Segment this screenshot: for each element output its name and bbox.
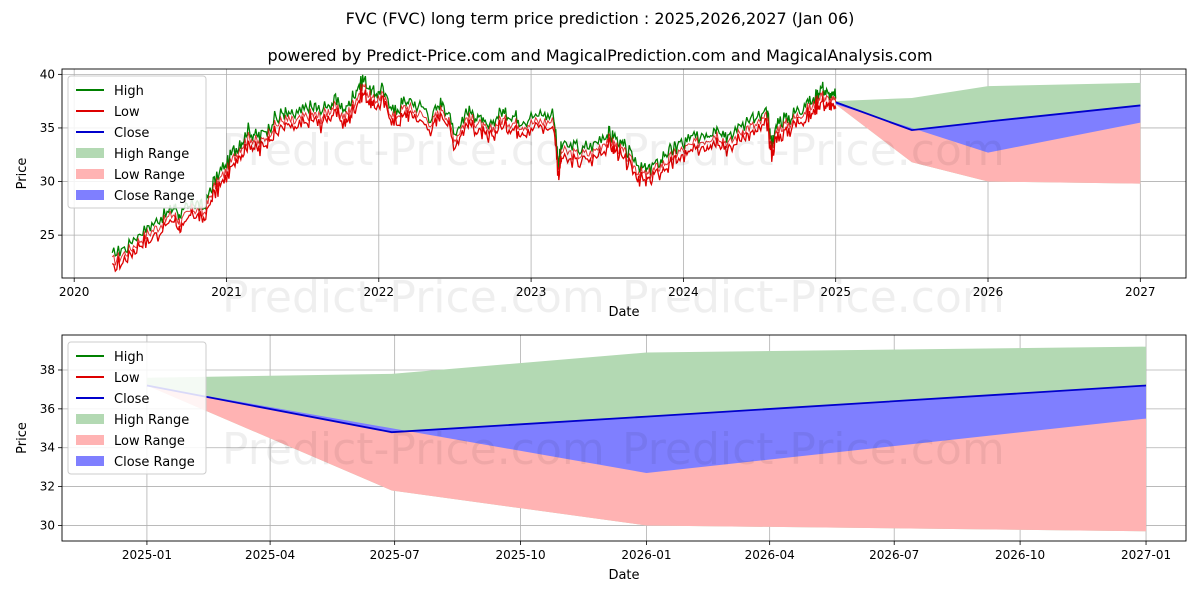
y-axis-label: Price (15, 158, 30, 190)
x-tick-label: 2026 (973, 285, 1004, 299)
watermark-text: Predict-Price.com (622, 125, 1005, 176)
x-tick-label: 2025-07 (370, 548, 420, 562)
x-tick-label: 2020 (59, 285, 90, 299)
chart-title: FVC (FVC) long term price prediction : 2… (345, 9, 855, 28)
legend-label: Low (114, 105, 140, 120)
legend-label: Close Range (114, 189, 195, 204)
legend-label: High (114, 350, 144, 365)
x-tick-label: 2027-01 (1121, 548, 1171, 562)
x-axis-label: Date (608, 305, 639, 320)
watermark-text: Predict-Price.com (622, 424, 1005, 475)
x-tick-label: 2026-07 (869, 548, 919, 562)
x-tick-label: 2023 (516, 285, 547, 299)
x-tick-label: 2026-01 (621, 548, 671, 562)
chart-subtitle: powered by Predict-Price.com and Magical… (267, 46, 933, 65)
x-tick-label: 2024 (668, 285, 699, 299)
watermark-text: Predict-Price.com (222, 272, 605, 323)
legend-label: Low Range (114, 434, 185, 449)
y-tick-label: 30 (40, 518, 55, 532)
x-tick-label: 2025-04 (245, 548, 295, 562)
legend-label: Close (114, 392, 149, 407)
y-tick-label: 32 (40, 480, 55, 494)
close-range-band (146, 385, 1147, 473)
y-tick-label: 25 (40, 228, 55, 242)
close-range-band (835, 102, 1141, 153)
x-tick-label: 2026-10 (995, 548, 1045, 562)
legend-label: Close Range (114, 455, 195, 470)
y-axis-label: Price (15, 422, 30, 454)
y-tick-label: 35 (40, 121, 55, 135)
legend-label: Close (114, 126, 149, 141)
watermark-text: Predict-Price.com (222, 424, 605, 475)
y-tick-label: 36 (40, 402, 55, 416)
legend-label: Low (114, 371, 140, 386)
legend-patch-swatch (76, 456, 104, 466)
legend-label: High (114, 84, 144, 99)
legend-patch-swatch (76, 190, 104, 200)
legend-label: High Range (114, 147, 189, 162)
legend-patch-swatch (76, 169, 104, 179)
legend-patch-swatch (76, 148, 104, 158)
x-axis-label: Date (608, 568, 639, 583)
chart-panel-2 (58, 334, 1187, 545)
x-tick-label: 2025-01 (122, 548, 172, 562)
y-tick-label: 40 (40, 67, 55, 81)
x-tick-label: 2025 (820, 285, 851, 299)
close-forecast-line (146, 384, 1147, 434)
legend-patch-swatch (76, 435, 104, 445)
x-tick-label: 2021 (211, 285, 242, 299)
watermark-text: Predict-Price.com (222, 125, 605, 176)
x-tick-label: 2022 (364, 285, 395, 299)
legend-label: High Range (114, 413, 189, 428)
x-tick-label: 2027 (1125, 285, 1156, 299)
watermark-text: Predict-Price.com (622, 272, 1005, 323)
x-tick-label: 2025-10 (495, 548, 545, 562)
y-tick-label: 34 (40, 441, 55, 455)
close-history-line (111, 83, 837, 266)
legend-label: Low Range (114, 168, 185, 183)
plot-frame (61, 334, 1187, 542)
high-history-line (111, 74, 837, 257)
y-tick-label: 30 (40, 175, 55, 189)
chart-panel-1 (58, 68, 1187, 282)
plot-frame (61, 68, 1187, 279)
low-history-line (111, 88, 837, 273)
close-forecast-line (835, 101, 1141, 132)
x-tick-label: 2026-04 (745, 548, 795, 562)
legend-patch-swatch (76, 414, 104, 424)
y-tick-label: 38 (40, 363, 55, 377)
